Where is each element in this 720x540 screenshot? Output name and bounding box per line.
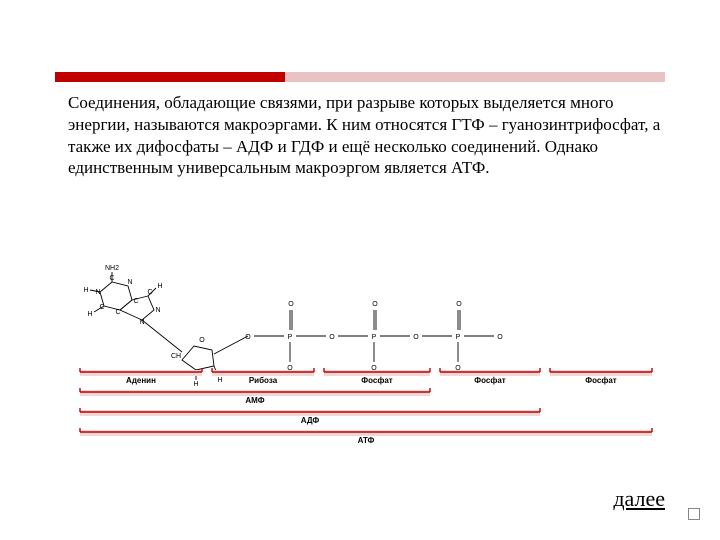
svg-text:H: H bbox=[157, 283, 162, 290]
atp-structure-diagram: NH2NCNCCCCNNHHHOCHHHOPOOOPOOOPOOOАденинР… bbox=[62, 260, 662, 440]
svg-text:H: H bbox=[217, 377, 222, 384]
svg-text:O: O bbox=[372, 301, 378, 308]
slide: Соединения, обладающие связями, при разр… bbox=[0, 0, 720, 540]
svg-text:C: C bbox=[115, 309, 120, 316]
svg-text:O: O bbox=[245, 334, 251, 341]
svg-text:H: H bbox=[193, 381, 198, 388]
body-paragraph: Соединения, обладающие связями, при разр… bbox=[68, 92, 665, 179]
svg-text:O: O bbox=[497, 334, 503, 341]
svg-text:Фосфат: Фосфат bbox=[361, 376, 393, 385]
svg-text:АТФ: АТФ bbox=[358, 436, 375, 445]
svg-text:NH2: NH2 bbox=[105, 265, 119, 272]
svg-text:O: O bbox=[199, 337, 205, 344]
svg-text:N: N bbox=[155, 307, 160, 314]
svg-text:N: N bbox=[95, 289, 100, 296]
svg-text:O: O bbox=[413, 334, 419, 341]
svg-text:H: H bbox=[87, 311, 92, 318]
accent-bar-secondary bbox=[285, 72, 665, 82]
svg-text:АМФ: АМФ bbox=[245, 396, 264, 405]
svg-text:O: O bbox=[456, 301, 462, 308]
svg-text:P: P bbox=[372, 334, 377, 341]
svg-text:Фосфат: Фосфат bbox=[474, 376, 506, 385]
svg-text:O: O bbox=[288, 301, 294, 308]
svg-text:Фосфат: Фосфат bbox=[585, 376, 617, 385]
next-link[interactable]: далее bbox=[613, 486, 665, 512]
corner-marker bbox=[688, 508, 700, 520]
svg-text:C: C bbox=[109, 275, 114, 282]
svg-text:H: H bbox=[83, 287, 88, 294]
svg-text:АДФ: АДФ bbox=[301, 416, 320, 425]
svg-text:Аденин: Аденин bbox=[126, 376, 156, 385]
svg-text:CH: CH bbox=[171, 353, 181, 360]
svg-text:P: P bbox=[456, 334, 461, 341]
svg-text:Рибоза: Рибоза bbox=[249, 376, 278, 385]
svg-text:P: P bbox=[288, 334, 293, 341]
svg-text:N: N bbox=[127, 279, 132, 286]
accent-bar-primary bbox=[55, 72, 285, 82]
svg-text:C: C bbox=[133, 298, 138, 305]
svg-text:O: O bbox=[329, 334, 335, 341]
